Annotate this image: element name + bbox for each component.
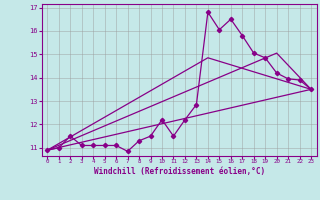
X-axis label: Windchill (Refroidissement éolien,°C): Windchill (Refroidissement éolien,°C) <box>94 167 265 176</box>
